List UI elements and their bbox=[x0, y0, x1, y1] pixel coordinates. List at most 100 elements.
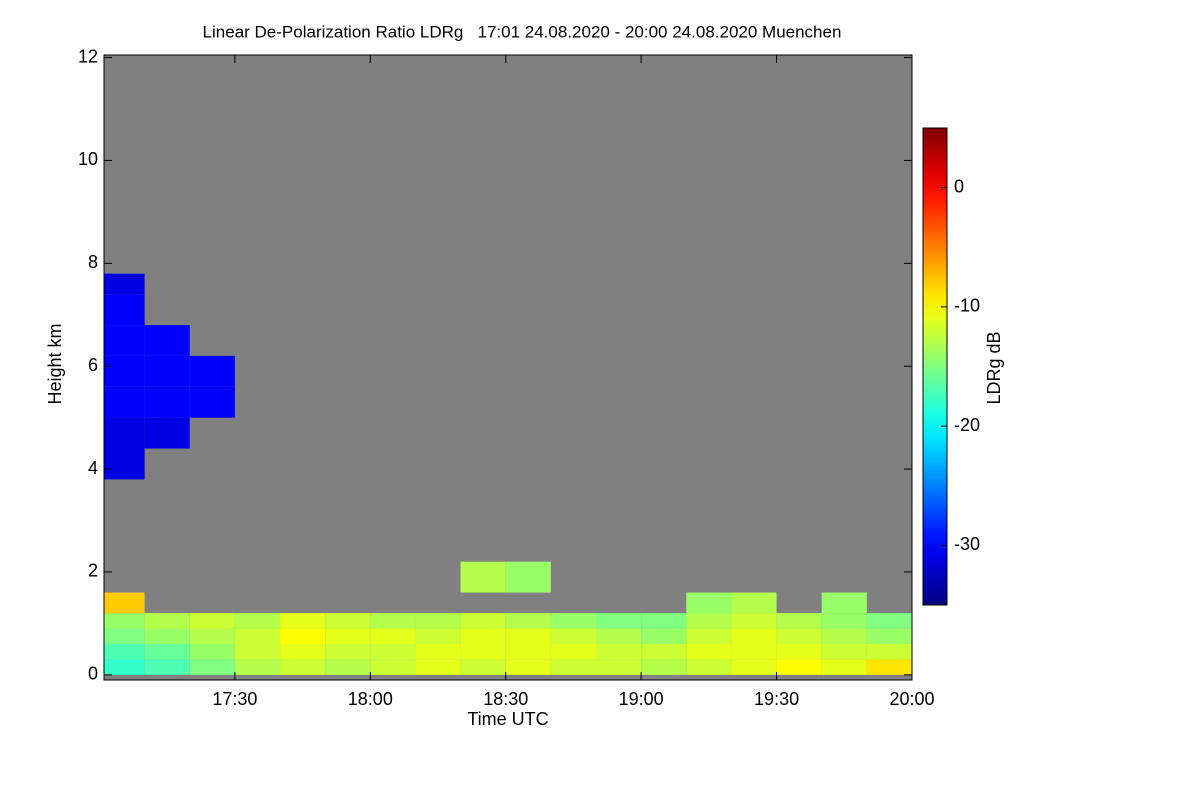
heatmap-cell bbox=[641, 643, 687, 660]
heatmap-cell bbox=[415, 659, 461, 675]
heatmap-cell bbox=[144, 643, 190, 660]
heatmap-cell bbox=[731, 613, 777, 629]
heatmap-cell bbox=[104, 659, 145, 675]
heatmap-cell bbox=[415, 643, 461, 660]
colorbar-tick-label: -20 bbox=[954, 415, 980, 435]
heatmap-cell bbox=[550, 643, 597, 660]
heatmap-cell bbox=[776, 628, 822, 644]
heatmap-cell bbox=[104, 643, 145, 660]
heatmap-cell bbox=[460, 628, 506, 644]
plot-frame bbox=[103, 54, 913, 681]
plot-area bbox=[103, 54, 913, 681]
heatmap-cell bbox=[686, 659, 732, 675]
heatmap-cell bbox=[866, 628, 912, 644]
heatmap-cell bbox=[104, 448, 145, 480]
heatmap-cell bbox=[505, 628, 551, 644]
y-tick-label: 6 bbox=[88, 355, 98, 375]
heatmap-cell bbox=[144, 325, 190, 356]
heatmap-cell bbox=[104, 386, 145, 418]
heatmap-cell bbox=[144, 628, 190, 644]
x-tick-label: 19:00 bbox=[619, 689, 664, 709]
heatmap-cell bbox=[280, 628, 326, 644]
x-tick-label: 17:30 bbox=[212, 689, 257, 709]
heatmap-cell bbox=[104, 417, 145, 449]
y-tick-label: 10 bbox=[78, 149, 98, 169]
y-tick-label: 2 bbox=[88, 561, 98, 581]
chart-title: Linear De-Polarization Ratio LDRg 17:01 … bbox=[203, 22, 842, 41]
y-tick-label: 8 bbox=[88, 252, 98, 272]
heatmap-cell bbox=[596, 643, 642, 660]
heatmap-cell bbox=[731, 628, 777, 644]
heatmap-cell bbox=[731, 659, 777, 675]
colorbar-tick-label: -10 bbox=[954, 296, 980, 316]
heatmap-cell bbox=[370, 659, 416, 675]
heatmap-cell bbox=[280, 613, 326, 629]
heatmap-cell bbox=[325, 659, 371, 675]
heatmap-cell bbox=[280, 659, 326, 675]
heatmap-cell bbox=[641, 628, 687, 644]
heatmap-cell bbox=[821, 659, 867, 675]
heatmap-cell bbox=[189, 628, 235, 644]
heatmap-cell bbox=[234, 628, 281, 644]
heatmap-cell bbox=[460, 561, 506, 593]
colorbar bbox=[922, 127, 948, 606]
heatmap-cell bbox=[505, 659, 551, 675]
heatmap-cell bbox=[189, 355, 235, 387]
heatmap-cell bbox=[550, 613, 597, 629]
heatmap-cell bbox=[731, 592, 777, 614]
heatmap-cell bbox=[596, 659, 642, 675]
y-tick-label: 4 bbox=[88, 458, 98, 478]
x-tick-label: 19:30 bbox=[754, 689, 799, 709]
heatmap-cell bbox=[370, 643, 416, 660]
heatmap-cell bbox=[821, 643, 867, 660]
heatmap-cell bbox=[776, 643, 822, 660]
heatmap-cell bbox=[234, 659, 281, 675]
heatmap-cell bbox=[104, 325, 145, 356]
heatmap-cell bbox=[144, 417, 190, 449]
heatmap-cell bbox=[370, 628, 416, 644]
heatmap-cell bbox=[144, 386, 190, 418]
heatmap-cell bbox=[104, 592, 145, 614]
heatmap-cell bbox=[821, 592, 867, 614]
heatmap-cell bbox=[776, 659, 822, 675]
heatmap-cell bbox=[505, 613, 551, 629]
heatmap-cell bbox=[505, 561, 551, 593]
colorbar-tick-label: 0 bbox=[954, 176, 964, 196]
heatmap-cell bbox=[415, 613, 461, 629]
heatmap-cell bbox=[280, 643, 326, 660]
heatmap-cell bbox=[460, 643, 506, 660]
heatmap-cell bbox=[686, 613, 732, 629]
x-tick-label: 18:30 bbox=[483, 689, 528, 709]
y-tick-label: 12 bbox=[78, 46, 98, 66]
heatmap-cell bbox=[104, 355, 145, 387]
heatmap-cell bbox=[821, 628, 867, 644]
colorbar-tick-label: -30 bbox=[954, 534, 980, 554]
heatmap-cell bbox=[550, 628, 597, 644]
heatmap-cell bbox=[189, 659, 235, 675]
heatmap-cell bbox=[550, 659, 597, 675]
heatmap-cell bbox=[460, 659, 506, 675]
heatmap-cell bbox=[104, 613, 145, 629]
heatmap-cell bbox=[686, 592, 732, 614]
heatmap-cell bbox=[189, 643, 235, 660]
heatmap-cell bbox=[325, 643, 371, 660]
heatmap-cell bbox=[866, 659, 912, 675]
heatmap-cell bbox=[866, 643, 912, 660]
heatmap-cell bbox=[144, 355, 190, 387]
heatmap-cell bbox=[776, 613, 822, 629]
heatmap-cell bbox=[144, 659, 190, 675]
heatmap-cell bbox=[104, 294, 145, 326]
heatmap-cell bbox=[234, 643, 281, 660]
y-tick-label: 0 bbox=[88, 664, 98, 684]
heatmap-cell bbox=[821, 613, 867, 629]
y-axis-label: Height km bbox=[45, 323, 65, 404]
heatmap-cell bbox=[189, 613, 235, 629]
heatmap-cell bbox=[325, 613, 371, 629]
x-axis-label: Time UTC bbox=[467, 709, 548, 729]
heatmap-cell bbox=[686, 628, 732, 644]
heatmap-cell bbox=[686, 643, 732, 660]
heatmap-cell bbox=[234, 613, 281, 629]
heatmap-cell bbox=[596, 613, 642, 629]
heatmap-cell bbox=[415, 628, 461, 644]
